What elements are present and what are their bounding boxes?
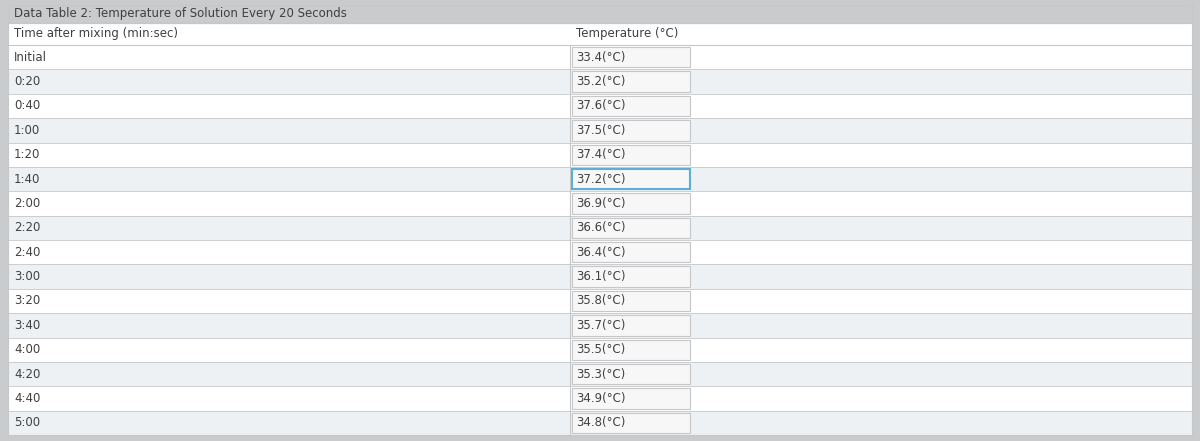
Bar (8, 45, 1192, 69)
Text: 35.3(°C): 35.3(°C) (576, 367, 625, 381)
Text: 37.4(°C): 37.4(°C) (576, 148, 625, 161)
Bar (572, 291, 690, 311)
Text: 4:20: 4:20 (14, 367, 41, 381)
Text: 1:00: 1:00 (14, 124, 41, 137)
Bar (572, 413, 690, 433)
Text: 35.7(°C): 35.7(°C) (576, 319, 625, 332)
Text: 2:40: 2:40 (14, 246, 41, 259)
Text: 3:20: 3:20 (14, 295, 41, 307)
Text: 3:40: 3:40 (14, 319, 41, 332)
Text: 35.2(°C): 35.2(°C) (576, 75, 625, 88)
Text: 3:00: 3:00 (14, 270, 40, 283)
Bar (572, 340, 690, 360)
Text: 34.9(°C): 34.9(°C) (576, 392, 625, 405)
Text: Time after mixing (min:sec): Time after mixing (min:sec) (14, 27, 178, 41)
Text: Initial: Initial (14, 51, 47, 64)
Bar (572, 169, 690, 189)
Bar (8, 5, 1192, 23)
Text: 4:40: 4:40 (14, 392, 41, 405)
Bar (8, 313, 1192, 337)
Text: 36.6(°C): 36.6(°C) (576, 221, 625, 234)
Text: 1:20: 1:20 (14, 148, 41, 161)
Bar (572, 388, 690, 409)
Bar (8, 191, 1192, 216)
Bar (8, 142, 1192, 167)
Bar (8, 411, 1192, 435)
Bar (8, 264, 1192, 289)
Bar (572, 266, 690, 287)
Text: 2:20: 2:20 (14, 221, 41, 234)
Text: 37.2(°C): 37.2(°C) (576, 172, 625, 186)
Bar (572, 120, 690, 141)
Text: 36.1(°C): 36.1(°C) (576, 270, 625, 283)
Bar (8, 240, 1192, 264)
Text: 36.9(°C): 36.9(°C) (576, 197, 625, 210)
Bar (8, 69, 1192, 94)
Bar (572, 71, 690, 92)
Text: 35.8(°C): 35.8(°C) (576, 295, 625, 307)
Text: 35.5(°C): 35.5(°C) (576, 343, 625, 356)
Bar (8, 289, 1192, 313)
Bar (572, 242, 690, 262)
Bar (572, 47, 690, 67)
Text: 37.5(°C): 37.5(°C) (576, 124, 625, 137)
Text: 2:00: 2:00 (14, 197, 41, 210)
Text: Temperature (°C): Temperature (°C) (576, 27, 678, 41)
Text: 4:00: 4:00 (14, 343, 41, 356)
Bar (572, 217, 690, 238)
Bar (572, 145, 690, 165)
Bar (572, 193, 690, 213)
Text: 33.4(°C): 33.4(°C) (576, 51, 625, 64)
Bar (8, 167, 1192, 191)
Bar (572, 364, 690, 384)
Text: 34.8(°C): 34.8(°C) (576, 416, 625, 429)
Text: 0:40: 0:40 (14, 99, 41, 112)
Bar (8, 362, 1192, 386)
Bar (8, 23, 1192, 45)
Bar (8, 118, 1192, 142)
Bar (572, 96, 690, 116)
Text: 1:40: 1:40 (14, 172, 41, 186)
Text: 5:00: 5:00 (14, 416, 40, 429)
Text: Data Table 2: Temperature of Solution Every 20 Seconds: Data Table 2: Temperature of Solution Ev… (14, 7, 347, 20)
Bar (8, 337, 1192, 362)
Bar (8, 5, 1192, 23)
Bar (572, 315, 690, 336)
Text: 37.6(°C): 37.6(°C) (576, 99, 625, 112)
Bar (8, 216, 1192, 240)
Text: 0:20: 0:20 (14, 75, 41, 88)
Bar (8, 386, 1192, 411)
Bar (8, 94, 1192, 118)
Text: 36.4(°C): 36.4(°C) (576, 246, 625, 259)
